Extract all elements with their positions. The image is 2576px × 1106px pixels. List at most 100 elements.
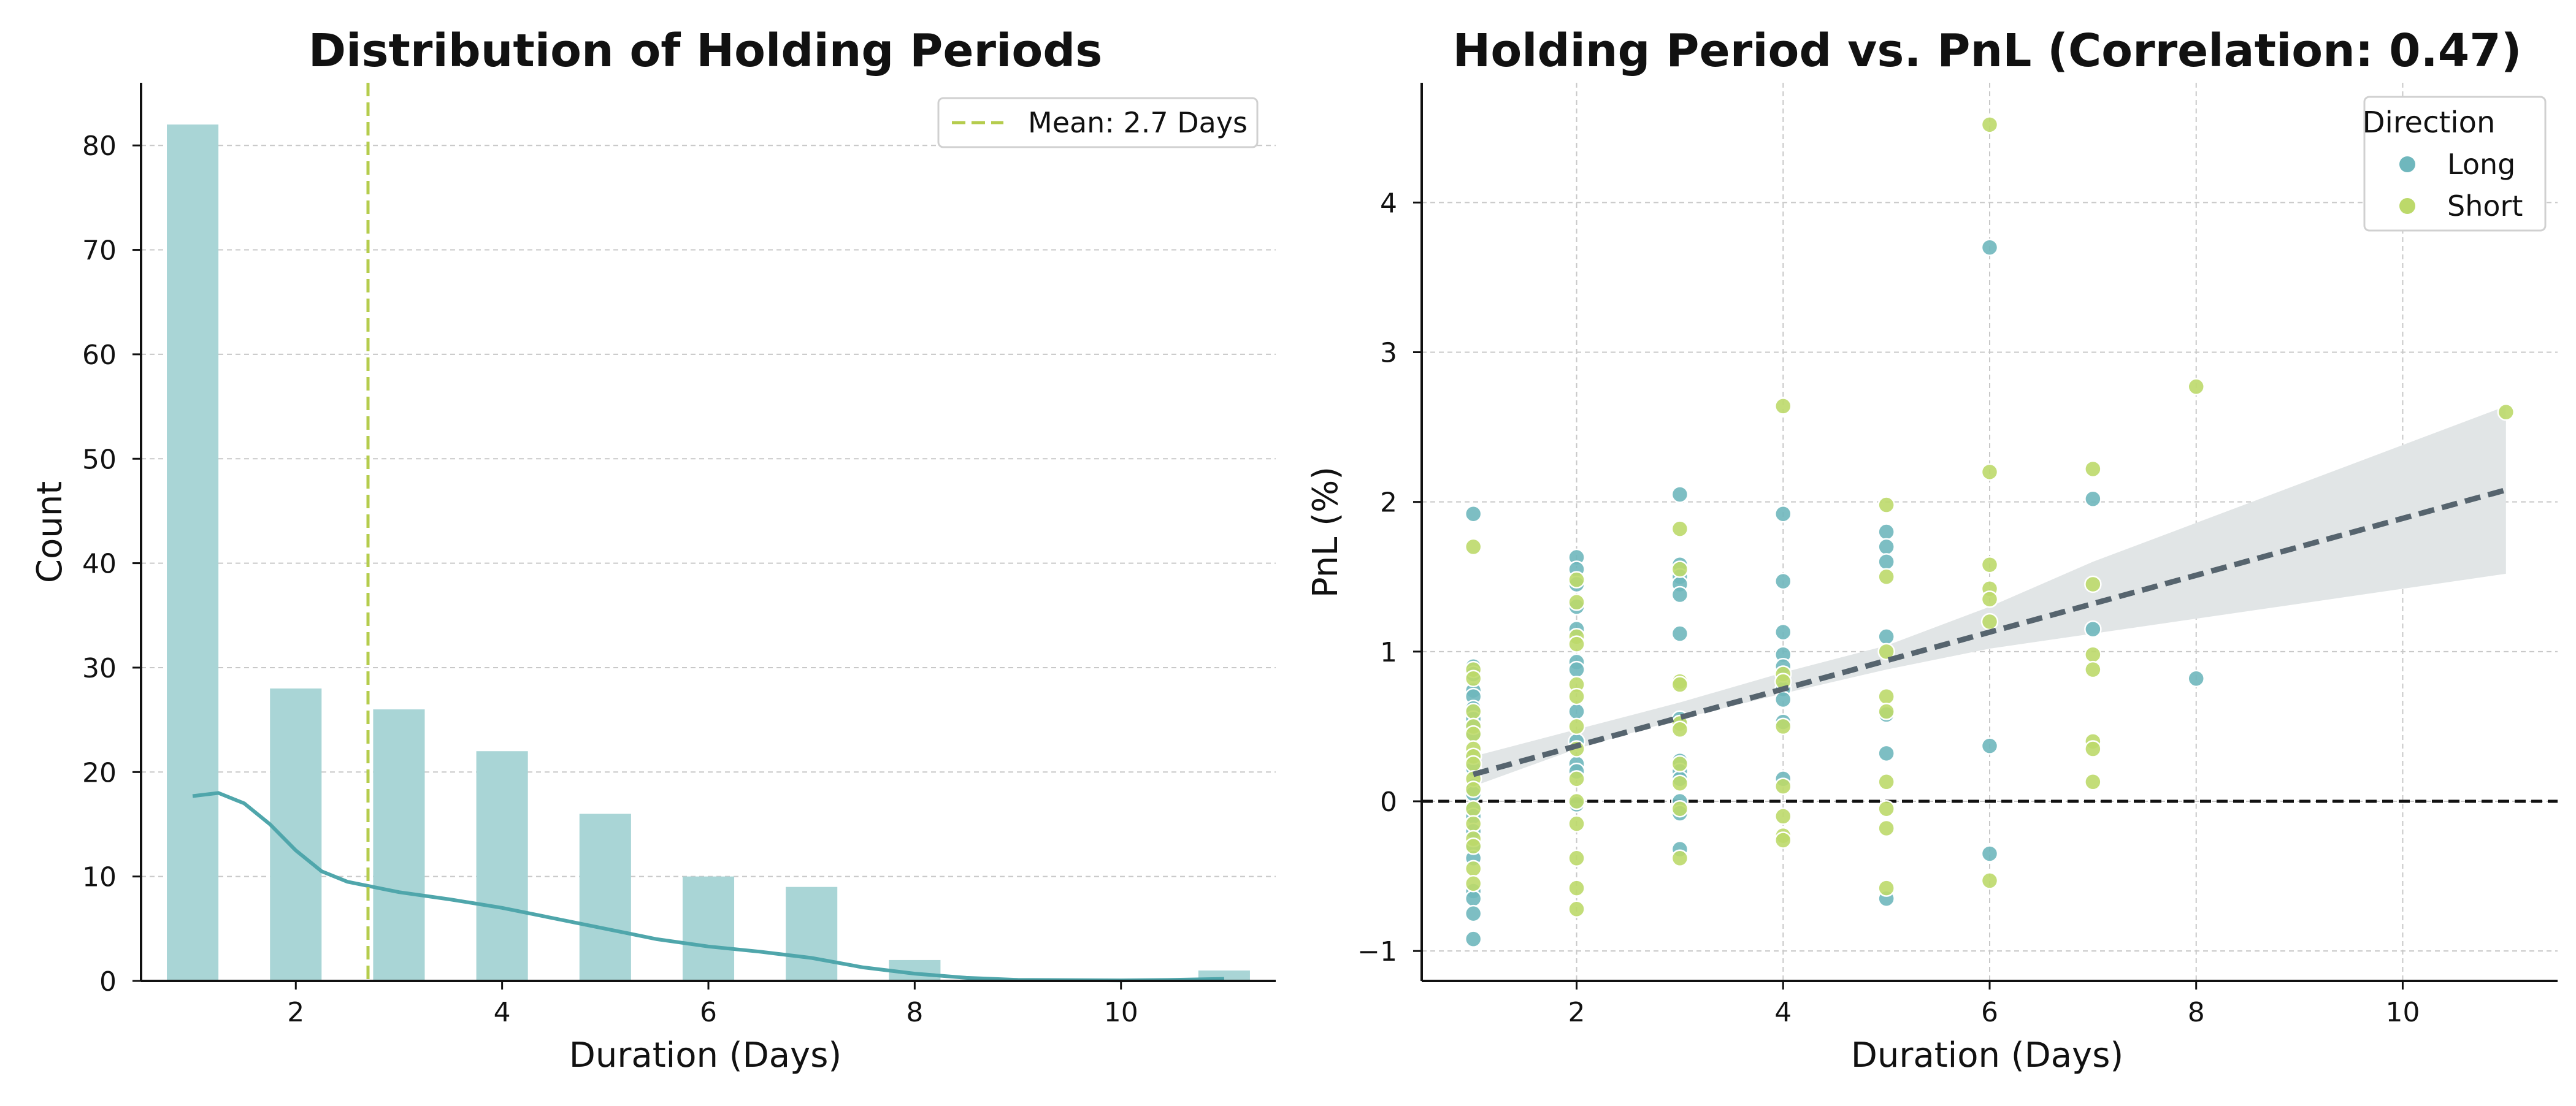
- scatter-legend-title: Direction: [2363, 105, 2496, 140]
- histogram-bars: [167, 124, 1250, 982]
- scatter-x-tick-label: 2: [1568, 997, 1585, 1028]
- short-point: [1464, 875, 1482, 893]
- scatter-x-tick-label: 4: [1774, 997, 1792, 1028]
- scatter-x-tick-label: 8: [2188, 997, 2205, 1028]
- short-point: [1980, 872, 1999, 890]
- long-point: [1464, 890, 1482, 907]
- short-point: [1568, 635, 1585, 653]
- long-point: [1671, 585, 1689, 604]
- short-point: [1671, 755, 1689, 773]
- long-point: [2187, 669, 2205, 688]
- scatter-x-axis-label: Duration (Days): [1851, 1035, 2123, 1075]
- short-point: [1671, 560, 1689, 578]
- histogram-title: Distribution of Holding Periods: [309, 25, 1103, 77]
- confidence-band: [1473, 406, 2506, 787]
- short-point: [2497, 403, 2515, 421]
- short-point: [1568, 687, 1585, 706]
- long-point: [1774, 690, 1792, 709]
- long-point: [1568, 703, 1585, 720]
- histogram-x-tick-label: 8: [906, 997, 923, 1028]
- scatter-y-tick-label: 4: [1380, 188, 1397, 219]
- histogram-y-tick-label: 70: [82, 235, 117, 267]
- short-point: [1568, 815, 1585, 833]
- long-point: [1671, 625, 1689, 643]
- short-point: [1980, 116, 1999, 134]
- mean-legend-label: Mean: 2.7 Days: [1028, 106, 1248, 139]
- short-point: [1568, 770, 1585, 788]
- histogram-y-tick-label: 80: [82, 131, 117, 162]
- short-legend-label: Short: [2447, 189, 2523, 223]
- scatter-points: [1464, 116, 2515, 948]
- short-point: [2084, 646, 2102, 663]
- short-point: [1671, 676, 1689, 693]
- long-point: [1774, 623, 1792, 641]
- long-point: [1671, 486, 1689, 503]
- short-point: [1568, 879, 1585, 897]
- short-point: [1568, 717, 1585, 736]
- histogram-bar: [373, 709, 425, 981]
- short-point: [1980, 555, 1999, 574]
- short-legend-marker: [2399, 198, 2415, 214]
- short-point: [1671, 799, 1689, 818]
- short-point: [1774, 807, 1792, 825]
- histogram-y-tick-label: 60: [82, 340, 117, 371]
- scatter-legend-box: [2363, 96, 2547, 232]
- short-point: [1671, 774, 1689, 792]
- long-legend-marker: [2399, 156, 2415, 172]
- long-point: [1980, 737, 1999, 755]
- scatter-panel: 2 4 6 8 10 −1 0 1 2 3 4 Holding Period vs. PnL (Co…: [1306, 25, 2558, 1075]
- short-point: [1980, 612, 1999, 631]
- long-point: [2084, 620, 2102, 638]
- short-point: [1464, 669, 1482, 688]
- short-point: [1877, 687, 1895, 706]
- histogram-y-tick-label: 0: [99, 966, 117, 997]
- histogram-bar: [579, 814, 631, 981]
- scatter-x-tick-label: 6: [1981, 997, 1998, 1028]
- short-point: [1464, 860, 1482, 878]
- short-point: [1464, 538, 1482, 556]
- scatter-title: Holding Period vs. PnL (Correlation: 0.4…: [1452, 25, 2521, 77]
- long-point: [1980, 845, 1999, 863]
- short-point: [1774, 397, 1792, 415]
- histogram-y-tick-label: 30: [82, 653, 117, 684]
- short-point: [1464, 837, 1482, 855]
- short-point: [1464, 725, 1482, 743]
- histogram-bar: [682, 876, 735, 981]
- scatter-x-tick-label: 10: [2385, 997, 2420, 1028]
- scatter-legend: Direction Long Short: [2363, 96, 2547, 232]
- long-point: [1464, 505, 1482, 523]
- short-point: [2187, 378, 2205, 395]
- long-point: [1877, 628, 1895, 646]
- short-point: [1774, 717, 1792, 736]
- short-point: [1877, 819, 1895, 837]
- kde-curve: [192, 791, 1224, 983]
- short-point: [1877, 496, 1895, 514]
- long-point: [1774, 505, 1792, 523]
- short-point: [1774, 777, 1792, 795]
- short-point: [1464, 703, 1482, 720]
- long-point: [1464, 930, 1482, 948]
- short-point: [1568, 792, 1585, 810]
- histogram-y-tick-label: 50: [82, 444, 117, 475]
- long-point: [1980, 238, 1999, 256]
- scatter-y-tick-label: 1: [1380, 637, 1397, 668]
- histogram-y-axis-label: Count: [30, 481, 70, 583]
- histogram-x-axis-label: Duration (Days): [569, 1035, 841, 1075]
- histogram-legend-box: [937, 97, 1259, 148]
- histogram-x-tick-label: 2: [287, 997, 304, 1028]
- scatter-y-tick-label: 2: [1380, 487, 1397, 519]
- short-point: [2084, 660, 2102, 679]
- long-legend-label: Long: [2447, 148, 2515, 181]
- scatter-y-axis-label: PnL (%): [1306, 467, 1346, 598]
- short-point: [2084, 773, 2102, 791]
- short-point: [1464, 755, 1482, 773]
- long-point: [1464, 904, 1482, 923]
- histogram-x-tick-label: 4: [494, 997, 511, 1028]
- long-point: [1774, 572, 1792, 590]
- scatter-y-tick-label: −1: [1357, 936, 1397, 967]
- short-point: [2084, 460, 2102, 478]
- short-point: [1877, 879, 1895, 897]
- short-point: [1671, 849, 1689, 868]
